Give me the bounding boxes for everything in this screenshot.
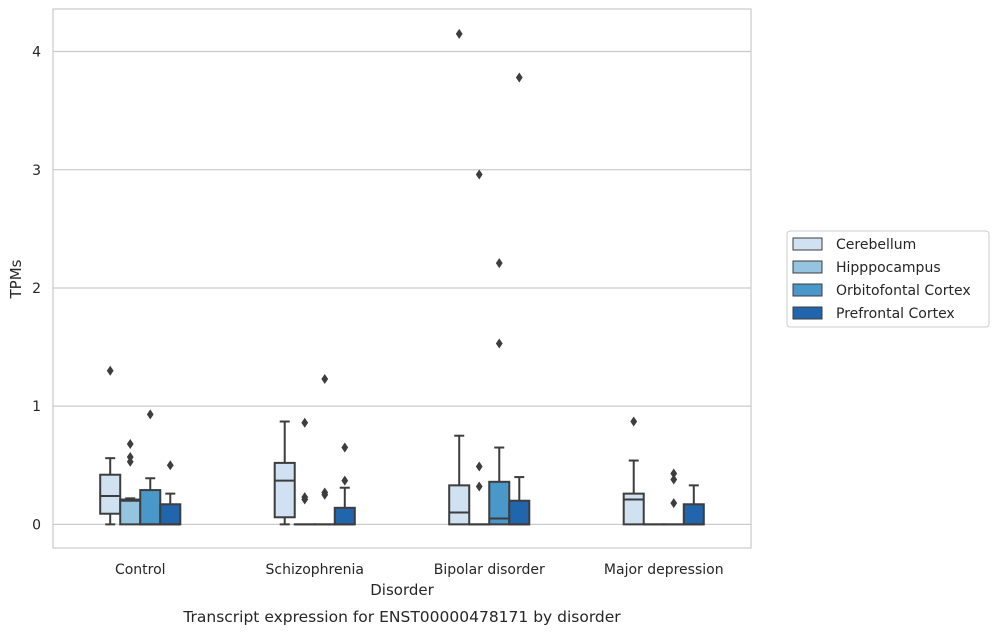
outlier-point-1	[670, 474, 678, 485]
y-tick-label-1: 1	[32, 399, 41, 415]
outlier-point-1	[301, 492, 309, 503]
legend-label-2: Hipppocampus	[836, 260, 941, 276]
box-1-2	[468, 169, 491, 526]
legend-label-3: Orbitofontal Cortex	[836, 283, 971, 299]
box-2-2	[488, 258, 511, 526]
box-0-3	[622, 416, 645, 526]
box-3-2	[508, 72, 531, 526]
box-body	[622, 492, 645, 526]
outlier-point-0	[106, 365, 114, 376]
outlier-point-0	[455, 28, 463, 39]
box-0-2	[448, 28, 471, 526]
legend-swatch-4	[792, 306, 823, 320]
outlier-point-0	[146, 409, 154, 420]
box-1-0	[119, 438, 142, 526]
plot-frame	[52, 8, 752, 549]
box-body	[159, 503, 182, 526]
outlier-point-1	[475, 461, 483, 472]
outlier-point-2	[475, 169, 483, 180]
box-body	[333, 506, 356, 526]
y-tick-label-0: 0	[32, 517, 41, 533]
y-tick-labels: 0 1 2 3 4	[32, 45, 41, 534]
box-body	[139, 489, 162, 526]
outlier-point-0	[495, 338, 503, 349]
legend-label-1: Cerebellum	[836, 237, 916, 253]
y-axis-label: TPMs	[7, 259, 25, 299]
legend-label-4: Prefrontal Cortex	[836, 306, 955, 322]
outlier-point-1	[321, 487, 329, 498]
gridlines	[53, 50, 751, 525]
outlier-point-0	[341, 475, 349, 486]
box-body	[99, 473, 122, 515]
box-body	[273, 461, 296, 519]
legend-swatch-3	[792, 283, 823, 297]
box-0-1	[273, 420, 296, 526]
box-0-0	[99, 365, 122, 526]
x-tick-label-3: Bipolar disorder	[434, 562, 545, 578]
x-tick-labels: Control Schizophrenia Bipolar disorder Majo…	[115, 562, 724, 578]
y-tick-label-3: 3	[32, 163, 41, 179]
box-body	[119, 498, 142, 526]
outlier-point-0	[475, 481, 483, 492]
outlier-point-2	[301, 417, 309, 428]
outlier-point-1	[495, 258, 503, 269]
legend-frame	[786, 230, 990, 328]
outlier-point-2	[321, 373, 329, 384]
box-1-1	[293, 417, 316, 526]
legend-swatch-2	[792, 260, 823, 274]
box-plot-marks	[99, 28, 705, 526]
x-tick-label-4: Major depression	[604, 562, 724, 578]
outlier-point-0	[166, 460, 174, 471]
x-axis-label: Disorder	[370, 581, 434, 599]
outlier-point-1	[341, 442, 349, 453]
outlier-point-0	[670, 498, 678, 509]
box-2-3	[662, 468, 685, 526]
outlier-point-0	[630, 416, 638, 427]
x-tick-label-1: Control	[115, 562, 166, 578]
y-tick-label-4: 4	[32, 45, 41, 61]
legend-swatch-1	[792, 237, 823, 251]
x-tick-label-2: Schizophrenia	[266, 562, 364, 578]
box-3-1	[333, 442, 356, 526]
chart-caption: Transcript expression for ENST0000047817…	[182, 608, 621, 626]
y-tick-label-2: 2	[32, 281, 41, 297]
outlier-point-2	[126, 438, 134, 449]
outlier-point-0	[515, 72, 523, 83]
box-3-3	[682, 484, 705, 526]
outlier-point-2	[670, 468, 678, 479]
box-2-0	[139, 409, 162, 526]
box-3-0	[159, 460, 182, 526]
legend: Cerebellum Hipppocampus Orbitofontal Corte…	[786, 230, 990, 328]
outlier-point-1	[126, 451, 134, 462]
box-2-1	[313, 373, 336, 526]
box-body	[682, 503, 705, 526]
box-body	[448, 484, 471, 526]
box-body	[508, 499, 531, 526]
